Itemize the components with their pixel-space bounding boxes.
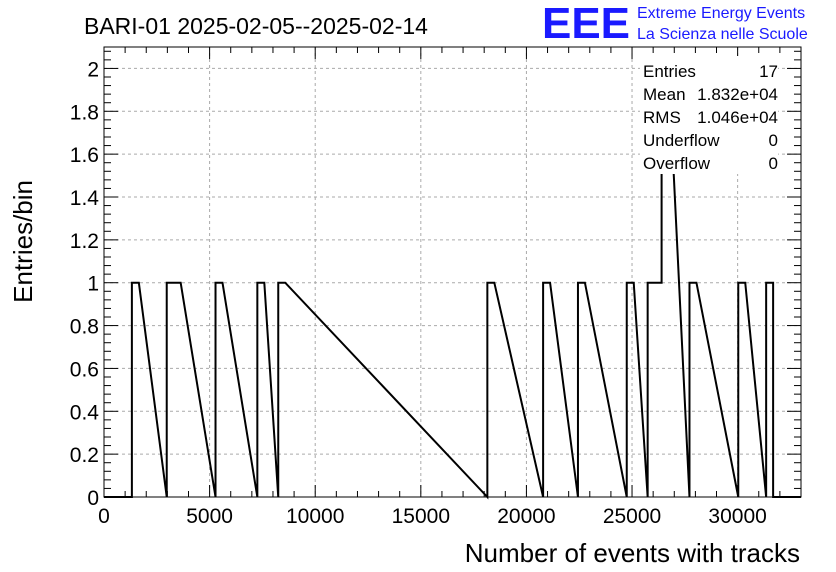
x-axis-ticks: 0 5000 10000 15000 20000 25000 30000 <box>98 47 802 528</box>
stats-label: RMS <box>643 108 681 127</box>
x-tick-label: 10000 <box>286 505 344 528</box>
x-tick-label: 5000 <box>186 505 233 528</box>
stats-row: Mean 1.832e+04 <box>643 85 778 104</box>
logo-line2: La Scienza nelle Scuole <box>637 26 808 43</box>
stats-background <box>640 56 778 174</box>
stats-label: Entries <box>643 62 696 81</box>
x-tick-label: 0 <box>98 505 110 528</box>
y-tick-label: 0.8 <box>70 316 99 339</box>
y-tick-label: 1.8 <box>70 101 99 124</box>
plot-border <box>103 46 802 498</box>
histogram-bin <box>174 283 181 497</box>
histogram-bin <box>627 283 634 497</box>
y-tick-label: 2 <box>87 58 99 81</box>
plot-frame <box>103 46 802 498</box>
y-tick-label: 1 <box>87 273 99 296</box>
chart-title: BARI-01 2025-02-05--2025-02-14 <box>84 13 428 39</box>
y-axis-ticks: 0 0.2 0.4 0.6 0.8 1 1.2 1.4 1.6 1.8 2 <box>70 50 801 510</box>
histogram-line <box>104 67 801 500</box>
stats-value: 1.832e+04 <box>697 85 778 104</box>
eee-logo: EEE Extreme Energy Events La Scienza nel… <box>542 0 808 48</box>
y-tick-label: 0 <box>87 487 99 510</box>
histogram-bin <box>689 283 696 497</box>
histogram-bin <box>543 283 550 497</box>
histogram-bin <box>738 283 745 497</box>
histogram-bin <box>257 283 264 497</box>
logo-line1: Extreme Energy Events <box>637 5 805 22</box>
histogram-bin <box>278 283 285 497</box>
x-tick-label: 15000 <box>392 505 450 528</box>
histogram-bin <box>487 283 494 497</box>
histogram-bin <box>216 283 223 497</box>
x-tick-label: 30000 <box>708 505 766 528</box>
histogram-bin <box>132 283 139 497</box>
histogram-bin <box>766 283 773 497</box>
logo-mark: EEE <box>542 0 630 48</box>
histogram-bin <box>578 283 585 497</box>
stats-row: Underflow 0 <box>643 131 778 150</box>
stats-value: 17 <box>759 62 778 81</box>
y-tick-label: 1.4 <box>70 187 100 210</box>
stats-label: Overflow <box>643 154 711 173</box>
x-axis-label: Number of events with tracks <box>465 538 800 568</box>
stats-value: 0 <box>769 154 778 173</box>
stats-row: RMS 1.046e+04 <box>643 108 778 127</box>
y-tick-label: 1.6 <box>70 144 99 167</box>
histogram-bin <box>167 283 174 497</box>
x-tick-label: 25000 <box>603 505 661 528</box>
y-tick-label: 0.6 <box>70 358 99 381</box>
y-axis-label: Entries/bin <box>8 180 38 303</box>
y-tick-label: 0.4 <box>70 401 100 424</box>
y-tick-label: 1.2 <box>70 230 99 253</box>
stats-box: Entries 17 Mean 1.832e+04 RMS 1.046e+04 Underf… <box>640 56 778 174</box>
stats-label: Underflow <box>643 131 720 150</box>
x-tick-label: 20000 <box>497 505 555 528</box>
histogram-bin <box>655 283 662 497</box>
histogram-series <box>104 67 801 500</box>
stats-value: 1.046e+04 <box>697 108 778 127</box>
stats-row: Overflow 0 <box>643 154 778 173</box>
y-tick-label: 0.2 <box>70 444 99 467</box>
stats-label: Mean <box>643 85 686 104</box>
histogram-bin <box>648 283 655 497</box>
stats-row: Entries 17 <box>643 62 778 81</box>
stats-value: 0 <box>769 131 778 150</box>
